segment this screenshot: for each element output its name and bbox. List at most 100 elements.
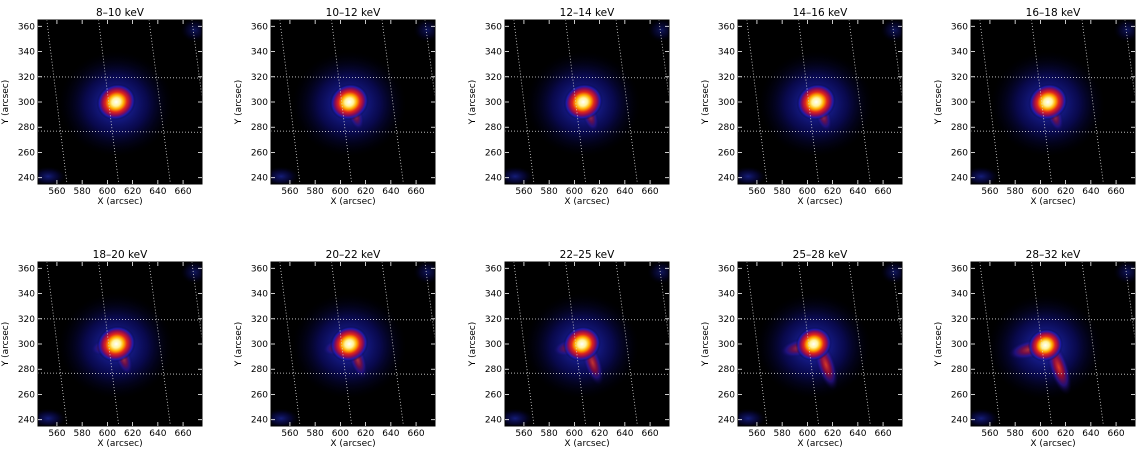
grid-meridian	[891, 20, 902, 101]
background-noise	[647, 20, 669, 43]
x-tick-label: 580	[74, 187, 91, 197]
background-noise	[738, 166, 767, 184]
grid-meridian	[746, 20, 768, 184]
panel-6: 20–22 keV 560 580 600 620 640 660 240 260 280 300 3…	[234, 249, 436, 449]
grid-meridian	[98, 20, 120, 184]
y-tick-label: 340	[251, 290, 268, 300]
grid-parallel	[38, 318, 202, 321]
x-axis-label: X (arcsec)	[564, 439, 609, 449]
source-core	[796, 83, 836, 121]
panel-title: 25–28 keV	[793, 249, 848, 261]
xray-image	[738, 262, 902, 426]
y-tick-label: 280	[718, 365, 735, 375]
x-axis-label: X (arcsec)	[330, 197, 375, 207]
x-tick-label: 560	[281, 187, 298, 197]
grid-parallel	[271, 76, 435, 79]
x-tick-label: 600	[99, 187, 116, 197]
grid-parallel	[271, 318, 435, 321]
y-tick-label: 360	[951, 264, 968, 274]
xray-image	[971, 262, 1135, 426]
x-tick-label: 580	[541, 187, 558, 197]
y-tick-label: 260	[485, 148, 502, 158]
x-tick-label: 640	[149, 429, 166, 439]
y-tick-label: 340	[718, 290, 735, 300]
y-tick-label: 240	[718, 416, 735, 426]
background-noise	[880, 20, 902, 43]
panel-2: 12–14 keV 560 580 600 620 640 660 240 260 280 300 3…	[468, 7, 670, 207]
x-tick-label: 560	[48, 429, 65, 439]
y-tick-label: 300	[485, 340, 502, 350]
y-tick-label: 260	[951, 390, 968, 400]
grid-meridian	[891, 262, 902, 343]
x-tick-label: 580	[307, 187, 324, 197]
source-core	[96, 83, 136, 121]
y-tick-label: 320	[251, 73, 268, 83]
xray-image	[505, 20, 669, 184]
grid-parallel	[971, 372, 1135, 375]
panel-7: 22–25 keV 560 580 600 620 640 660 240 260 280 300 3…	[468, 249, 670, 449]
grid-parallel	[38, 76, 202, 79]
xray-image	[38, 262, 202, 426]
x-tick-label: 640	[149, 187, 166, 197]
grid-meridian	[46, 262, 68, 426]
grid-meridian	[1124, 20, 1135, 101]
y-tick-label: 340	[951, 48, 968, 58]
y-axis-label: Y (arcsec)	[934, 80, 944, 126]
x-tick-label: 560	[748, 187, 765, 197]
background-noise	[413, 262, 435, 285]
y-tick-label: 360	[18, 22, 35, 32]
source-core	[1028, 83, 1068, 121]
y-tick-label: 360	[485, 264, 502, 274]
x-tick-label: 660	[641, 429, 658, 439]
y-tick-label: 260	[251, 390, 268, 400]
grid-meridian	[565, 20, 587, 184]
grid-meridian	[148, 20, 171, 184]
grid-meridian	[279, 262, 301, 426]
grid-parallel	[971, 76, 1135, 79]
panel-title: 18–20 keV	[93, 249, 148, 261]
background-noise	[647, 262, 669, 285]
y-tick-label: 320	[951, 315, 968, 325]
y-tick-label: 300	[718, 340, 735, 350]
x-axis-label: X (arcsec)	[797, 439, 842, 449]
grid-meridian	[658, 262, 669, 343]
x-tick-label: 560	[748, 429, 765, 439]
background-noise	[271, 408, 300, 426]
y-axis-label: Y (arcsec)	[701, 80, 711, 126]
x-tick-label: 560	[515, 187, 532, 197]
grid-meridian	[381, 262, 404, 426]
x-tick-label: 600	[332, 187, 349, 197]
background-noise	[271, 166, 300, 184]
grid-meridian	[1081, 20, 1104, 184]
y-tick-label: 240	[718, 174, 735, 184]
grid-meridian	[331, 20, 353, 184]
y-axis-label: Y (arcsec)	[468, 80, 478, 126]
y-tick-label: 320	[485, 315, 502, 325]
y-tick-label: 280	[485, 365, 502, 375]
grid-meridian	[1124, 262, 1135, 343]
grid-parallel	[505, 130, 669, 133]
background-noise	[880, 262, 902, 285]
x-tick-label: 580	[774, 187, 791, 197]
grid-parallel	[971, 318, 1135, 321]
x-tick-label: 660	[874, 187, 891, 197]
grid-meridian	[979, 20, 1001, 184]
x-axis-label: X (arcsec)	[97, 439, 142, 449]
grid-parallel	[971, 130, 1135, 133]
x-tick-label: 640	[849, 187, 866, 197]
xray-image	[505, 262, 669, 426]
grid-parallel	[271, 130, 435, 133]
x-tick-label: 600	[799, 429, 816, 439]
grid-meridian	[746, 262, 768, 426]
x-tick-label: 620	[124, 429, 141, 439]
x-tick-label: 620	[357, 429, 374, 439]
y-tick-label: 280	[718, 123, 735, 133]
x-tick-label: 660	[1107, 429, 1124, 439]
x-tick-label: 560	[281, 429, 298, 439]
panel-title: 10–12 keV	[326, 7, 381, 19]
y-tick-label: 240	[485, 174, 502, 184]
background-noise	[505, 166, 534, 184]
y-tick-label: 360	[485, 22, 502, 32]
y-tick-label: 320	[951, 73, 968, 83]
y-tick-label: 240	[18, 174, 35, 184]
